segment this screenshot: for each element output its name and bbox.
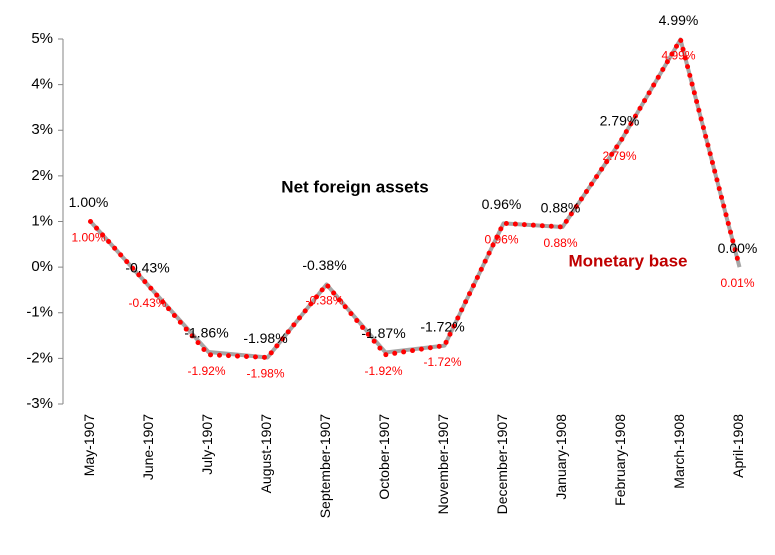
x-tick-label: May-1907 xyxy=(81,414,97,476)
data-label: 1.00% xyxy=(71,231,105,245)
y-tick-label: 1% xyxy=(31,212,53,229)
data-label: 0.88% xyxy=(543,236,577,250)
x-tick-label: December-1907 xyxy=(494,414,510,515)
y-tick-label: -1% xyxy=(26,304,53,321)
data-label: -0.38% xyxy=(305,294,343,308)
series-annotation: Monetary base xyxy=(568,251,687,270)
y-tick-label: -3% xyxy=(26,395,53,412)
y-tick-label: 2% xyxy=(31,167,53,184)
data-label: 4.99% xyxy=(661,49,695,63)
data-label: -0.43% xyxy=(128,296,166,310)
data-label: 1.00% xyxy=(69,194,109,210)
data-label: 0.00% xyxy=(718,240,758,256)
x-tick-label: November-1907 xyxy=(435,414,451,515)
x-tick-label: March-1908 xyxy=(671,414,687,489)
data-label: -1.86% xyxy=(184,325,228,341)
data-label: 0.01% xyxy=(720,276,754,290)
data-label: -1.87% xyxy=(361,325,405,341)
data-label: -0.43% xyxy=(125,259,169,275)
data-label: -1.72% xyxy=(420,318,464,334)
data-label: 2.79% xyxy=(602,149,636,163)
x-tick-label: January-1908 xyxy=(553,414,569,500)
data-label: -0.38% xyxy=(302,257,346,273)
y-tick-label: -2% xyxy=(26,349,53,366)
data-label: 2.79% xyxy=(600,113,640,129)
series-annotation: Net foreign assets xyxy=(281,177,428,196)
series-line xyxy=(89,37,742,360)
x-tick-label: September-1907 xyxy=(317,414,333,519)
y-tick-label: 0% xyxy=(31,258,53,275)
y-tick-label: 5% xyxy=(31,30,53,47)
data-label: -1.92% xyxy=(187,364,225,378)
data-label: 4.99% xyxy=(659,12,699,28)
data-label: 0.96% xyxy=(482,196,522,212)
x-tick-label: August-1907 xyxy=(258,414,274,494)
x-tick-label: April-1908 xyxy=(730,414,746,478)
x-tick-label: February-1908 xyxy=(612,414,628,506)
y-tick-label: 4% xyxy=(31,76,53,93)
series-line xyxy=(88,36,742,360)
data-label: -1.98% xyxy=(246,367,284,381)
data-label: -1.72% xyxy=(423,355,461,369)
data-label: -1.98% xyxy=(243,330,287,346)
data-label: 0.88% xyxy=(541,200,581,216)
x-tick-label: July-1907 xyxy=(199,414,215,475)
x-tick-label: June-1907 xyxy=(140,414,156,480)
y-tick-label: 3% xyxy=(31,121,53,138)
data-label: -1.92% xyxy=(364,364,402,378)
data-label: 0.96% xyxy=(484,232,518,246)
x-tick-label: October-1907 xyxy=(376,414,392,500)
